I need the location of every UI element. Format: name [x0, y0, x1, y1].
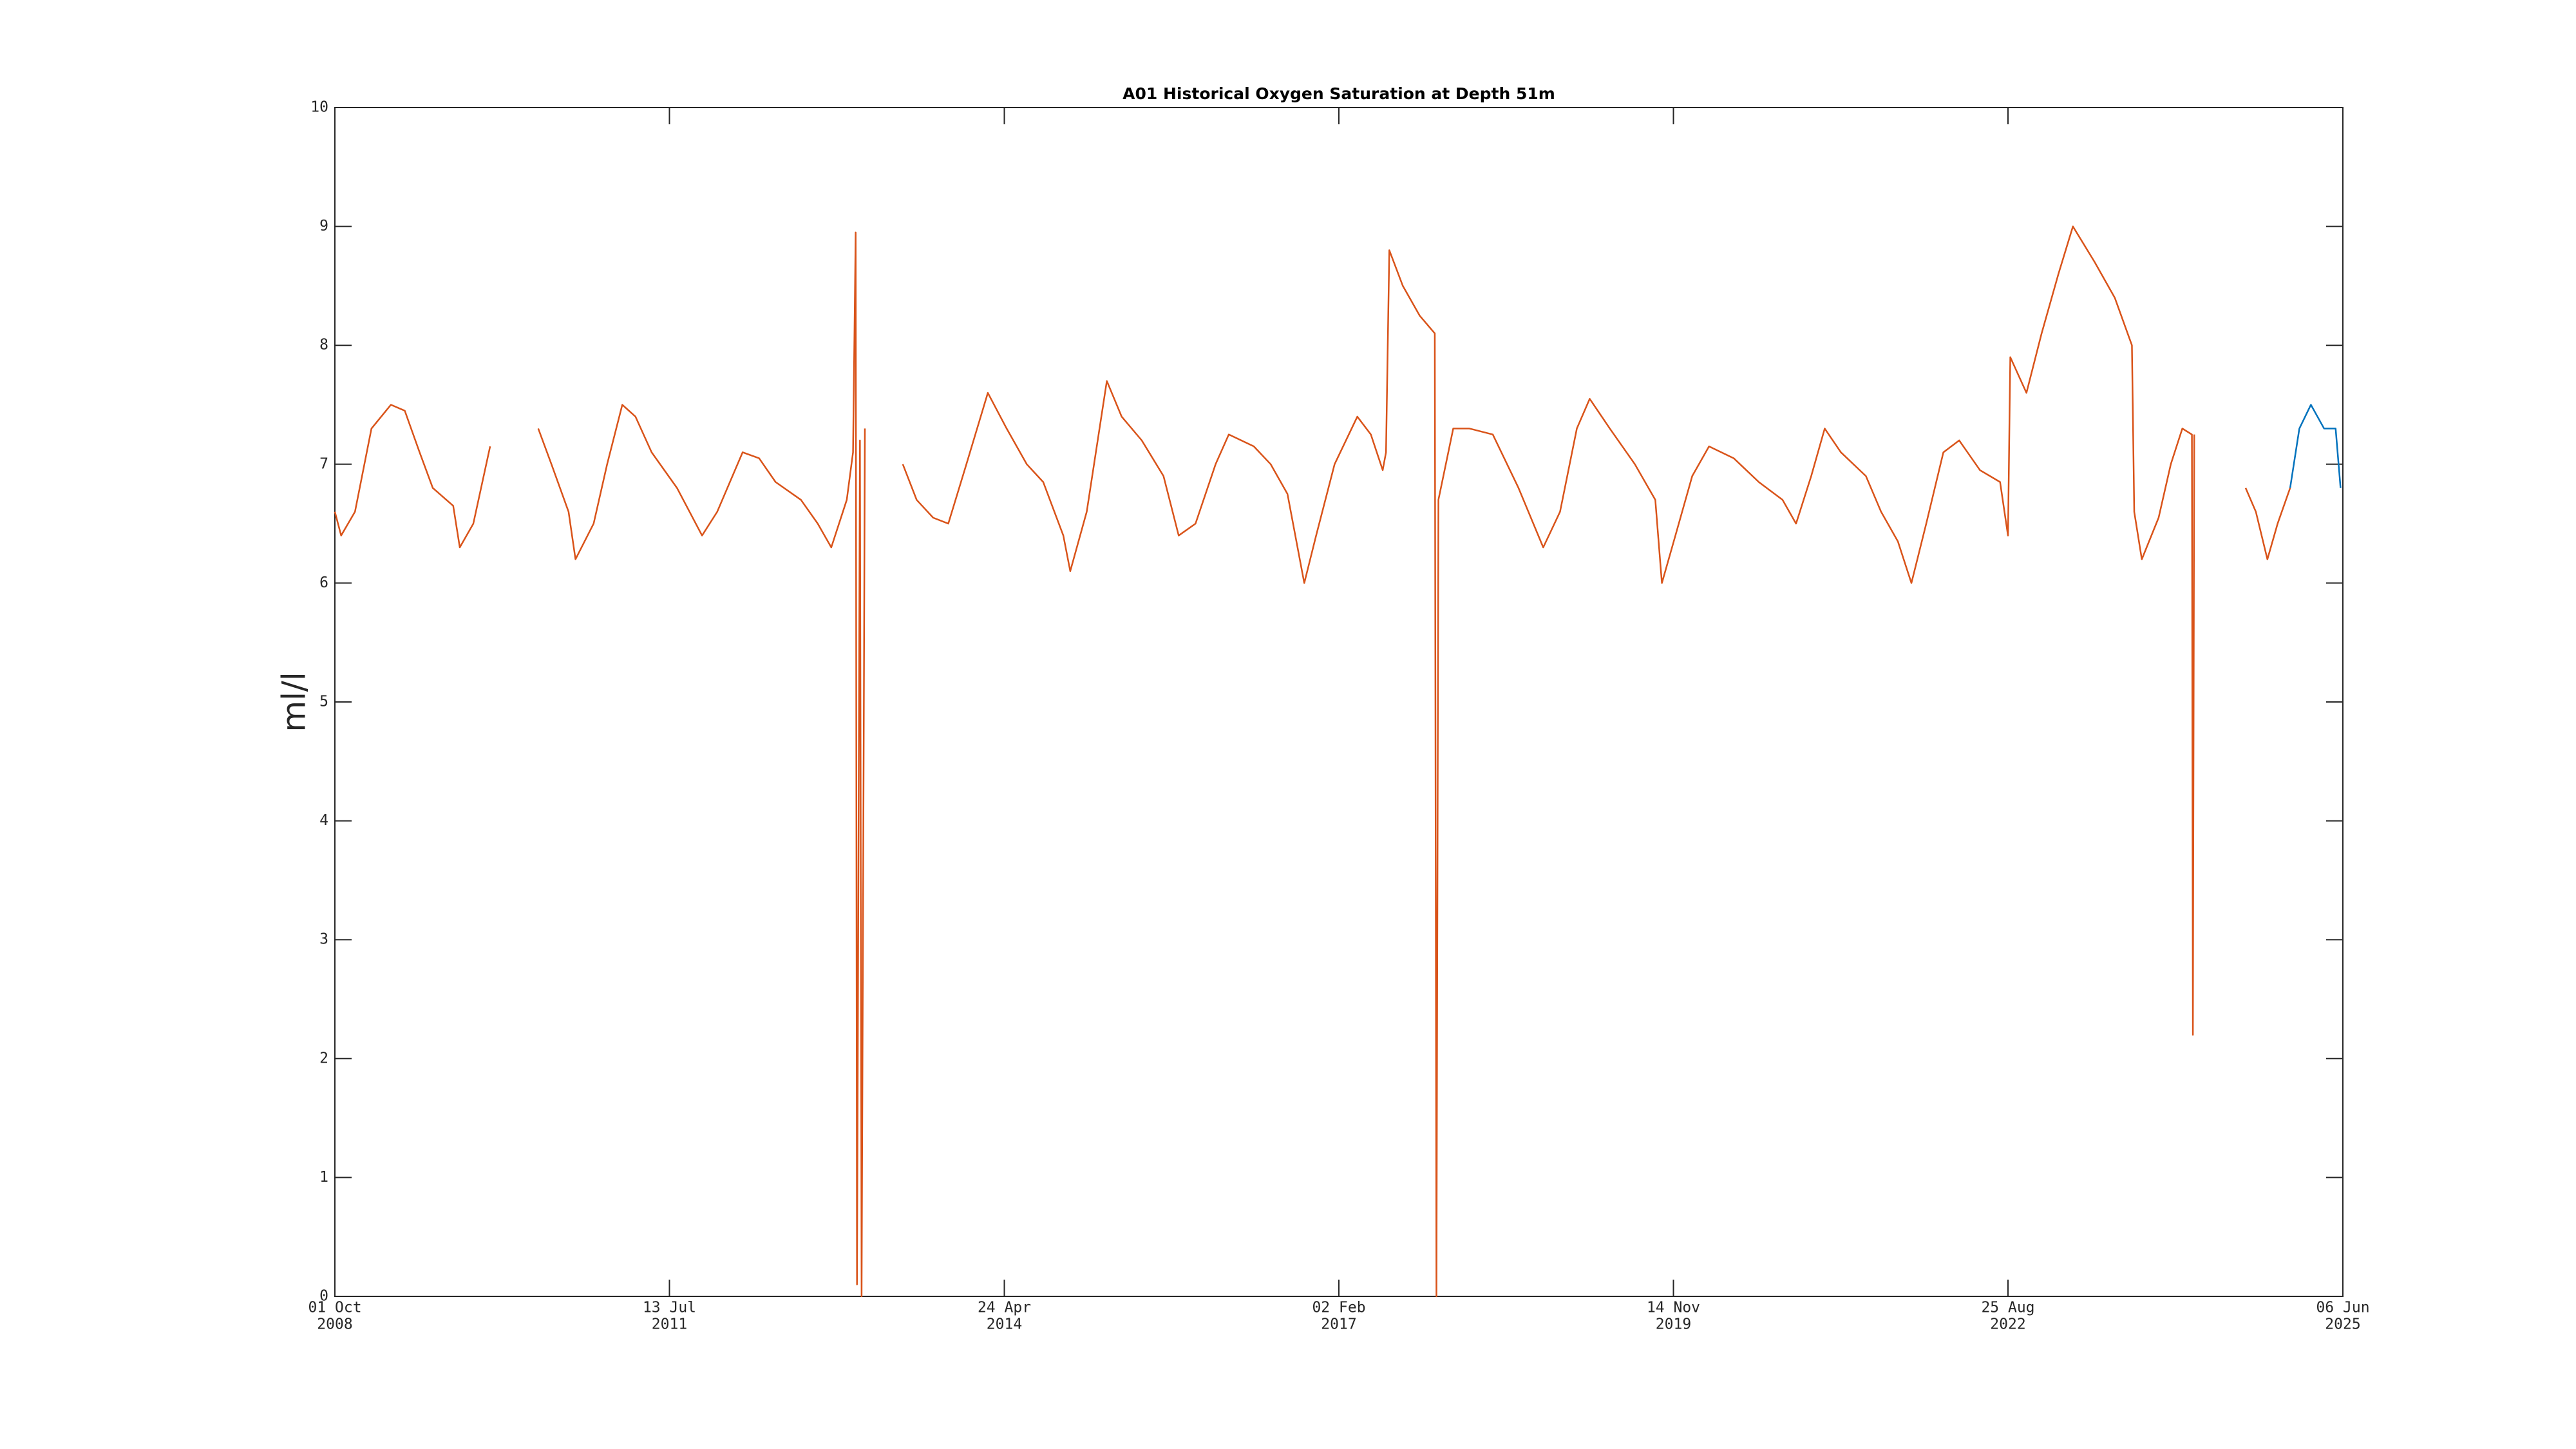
x-tick-label: 25 Aug: [1981, 1300, 2034, 1316]
y-tick-label: 6: [319, 574, 328, 591]
y-tick-label: 0: [319, 1288, 328, 1305]
x-tick-label: 2022: [1990, 1316, 2025, 1333]
chart-title: A01 Historical Oxygen Saturation at Dept…: [1122, 84, 1555, 103]
data-line: [334, 225, 2291, 1298]
x-tick-label: 01 Oct: [308, 1300, 361, 1316]
x-tick-label: 24 Apr: [978, 1300, 1031, 1316]
y-tick-label: 8: [319, 337, 328, 354]
y-axis-label: ml/l: [276, 672, 313, 732]
y-tick-label: 9: [319, 218, 328, 234]
x-tick-label: 2017: [1321, 1316, 1356, 1333]
x-tick-label: 14 Nov: [1647, 1300, 1700, 1316]
x-tick-label: 2025: [2325, 1316, 2360, 1333]
axes-box: [334, 107, 2344, 1297]
x-tick-label: 2019: [1656, 1316, 1691, 1333]
x-tick-label: 2008: [317, 1316, 352, 1333]
x-tick-label: 02 Feb: [1312, 1300, 1365, 1316]
x-tick-label: 2011: [652, 1316, 687, 1333]
y-tick-label: 3: [319, 931, 328, 948]
x-tick-label: 13 Jul: [643, 1300, 696, 1316]
y-tick-label: 7: [319, 455, 328, 472]
x-tick-label: 2014: [987, 1316, 1022, 1333]
y-tick-label: 2: [319, 1050, 328, 1066]
y-tick-label: 5: [319, 694, 328, 710]
y-tick-label: 4: [319, 812, 328, 829]
y-tick-label: 10: [310, 99, 328, 116]
data-line: [2289, 404, 2342, 488]
y-tick-label: 1: [319, 1169, 328, 1186]
x-tick-label: 06 Jun: [2316, 1300, 2369, 1316]
